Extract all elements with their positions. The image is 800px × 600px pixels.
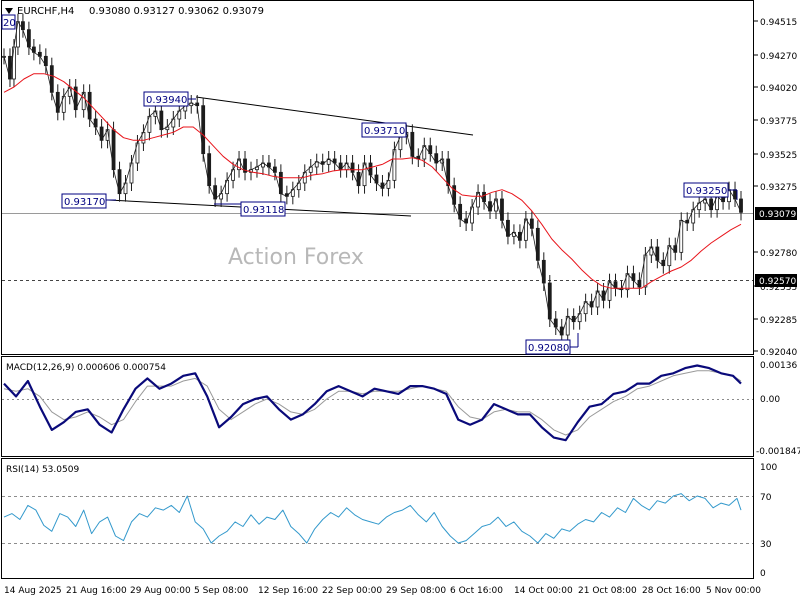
- price-tick: 0.92285: [753, 316, 797, 326]
- collapse-arrow-icon[interactable]: [5, 8, 13, 14]
- label-low-3-text: 0.92080: [528, 343, 569, 354]
- signal-line: [3, 370, 742, 436]
- label-20-text: 20: [3, 18, 16, 29]
- time-axis: 14 Aug 2025 21 Aug 16:00 29 Aug 00:00 5 …: [4, 586, 761, 596]
- rsi-panel-frame: [1, 458, 754, 579]
- label-low-1: 0.93170: [61, 193, 116, 209]
- label-20: 20: [1, 14, 16, 30]
- price-tick: 0.94020: [753, 84, 797, 94]
- price-axis: 0.94515 0.94270 0.94020 0.93775 0.93525 …: [753, 18, 797, 358]
- rsi-series: [3, 493, 742, 544]
- price-tick-label: 0.94020: [760, 84, 797, 94]
- main-panel-frame: [1, 0, 754, 355]
- macd-label: MACD(12,26,9) 0.000606 0.000754: [6, 363, 166, 373]
- price-tick: 0.93775: [753, 117, 797, 127]
- label-low-1-text: 0.93170: [64, 197, 105, 208]
- time-tick-label: 5 Nov 00:00: [706, 586, 761, 596]
- moving-average-series: [3, 73, 742, 289]
- current-price-text: 0.93079: [759, 210, 796, 220]
- price-tick: 0.92040: [753, 348, 797, 358]
- price-tick-label: 0.92285: [760, 316, 797, 326]
- time-tick-label: 14 Oct 00:00: [514, 586, 573, 596]
- price-series: [2, 13, 743, 343]
- current-price-tag: 0.93079: [755, 207, 797, 220]
- rsi-tick-0: 0: [760, 569, 766, 579]
- rsi-line: [3, 493, 742, 544]
- price-tick: 0.94270: [753, 52, 797, 62]
- time-tick-label: 28 Oct 16:00: [642, 586, 701, 596]
- time-tick-label: 14 Aug 2025: [4, 586, 62, 596]
- time-tick-label: 21 Aug 16:00: [66, 586, 127, 596]
- price-tick-label: 0.92040: [760, 348, 797, 358]
- price-tick: 0.92780: [753, 249, 797, 259]
- level-price-text: 0.92570: [759, 277, 796, 287]
- label-high-1: 0.93940: [143, 91, 196, 107]
- symbol-label: EURCHF,H4: [17, 6, 74, 17]
- label-low-2-text: 0.93118: [243, 205, 284, 216]
- price-tick: 0.93525: [753, 151, 797, 161]
- time-tick-label: 5 Sep 08:00: [194, 586, 249, 596]
- macd-line: [3, 364, 742, 442]
- time-tick-label: 6 Oct 16:00: [450, 586, 503, 596]
- macd-tick-top: 0.00136: [760, 361, 797, 371]
- label-high-3: 0.93250: [683, 182, 738, 200]
- watermark: Action Forex: [228, 245, 364, 270]
- time-tick-label: 29 Aug 00:00: [130, 586, 191, 596]
- price-tick-label: 0.94270: [760, 52, 797, 62]
- upper-trendline: [195, 96, 474, 136]
- label-high-2-text: 0.93710: [364, 126, 405, 137]
- rsi-tick-30: 30: [760, 540, 772, 550]
- price-tick-label: 0.93525: [760, 151, 797, 161]
- label-low-2: 0.93118: [214, 201, 286, 217]
- label-high-3-text: 0.93250: [686, 186, 727, 197]
- price-tick: 0.94515: [753, 18, 797, 28]
- time-tick-label: 21 Oct 08:00: [578, 586, 637, 596]
- ohlc-readout: 0.93080 0.93127 0.93062 0.93079: [89, 6, 264, 17]
- price-tick-label: 0.92780: [760, 249, 797, 259]
- rsi-label: RSI(14) 53.0509: [6, 465, 79, 475]
- candle-body: [739, 198, 743, 213]
- price-tick-label: 0.93275: [760, 183, 797, 193]
- macd-tick-bottom: -0.001847: [756, 447, 800, 457]
- candle-body: [16, 21, 20, 48]
- price-tick-label: 0.92535: [760, 283, 797, 293]
- time-tick-label: 22 Sep 00:00: [322, 586, 382, 596]
- macd-panel-frame: [1, 356, 754, 457]
- rsi-tick-100: 100: [760, 463, 777, 473]
- label-high-1-text: 0.93940: [146, 95, 187, 106]
- moving-average-line: [3, 73, 742, 289]
- time-tick-label: 12 Sep 16:00: [258, 586, 318, 596]
- macd-tick-zero: 0.00: [760, 395, 780, 405]
- price-tick: 0.93275: [753, 183, 797, 193]
- time-tick-label: 29 Sep 08:00: [386, 586, 446, 596]
- label-high-2: 0.93710: [361, 122, 407, 138]
- macd-series: [3, 364, 742, 442]
- rsi-tick-70: 70: [760, 493, 772, 503]
- candle-body: [12, 46, 16, 80]
- level-price-tag: 0.92570: [755, 274, 797, 287]
- price-tick-label: 0.94515: [760, 18, 797, 28]
- price-tick-label: 0.93775: [760, 117, 797, 127]
- label-low-3: 0.92080: [525, 333, 579, 355]
